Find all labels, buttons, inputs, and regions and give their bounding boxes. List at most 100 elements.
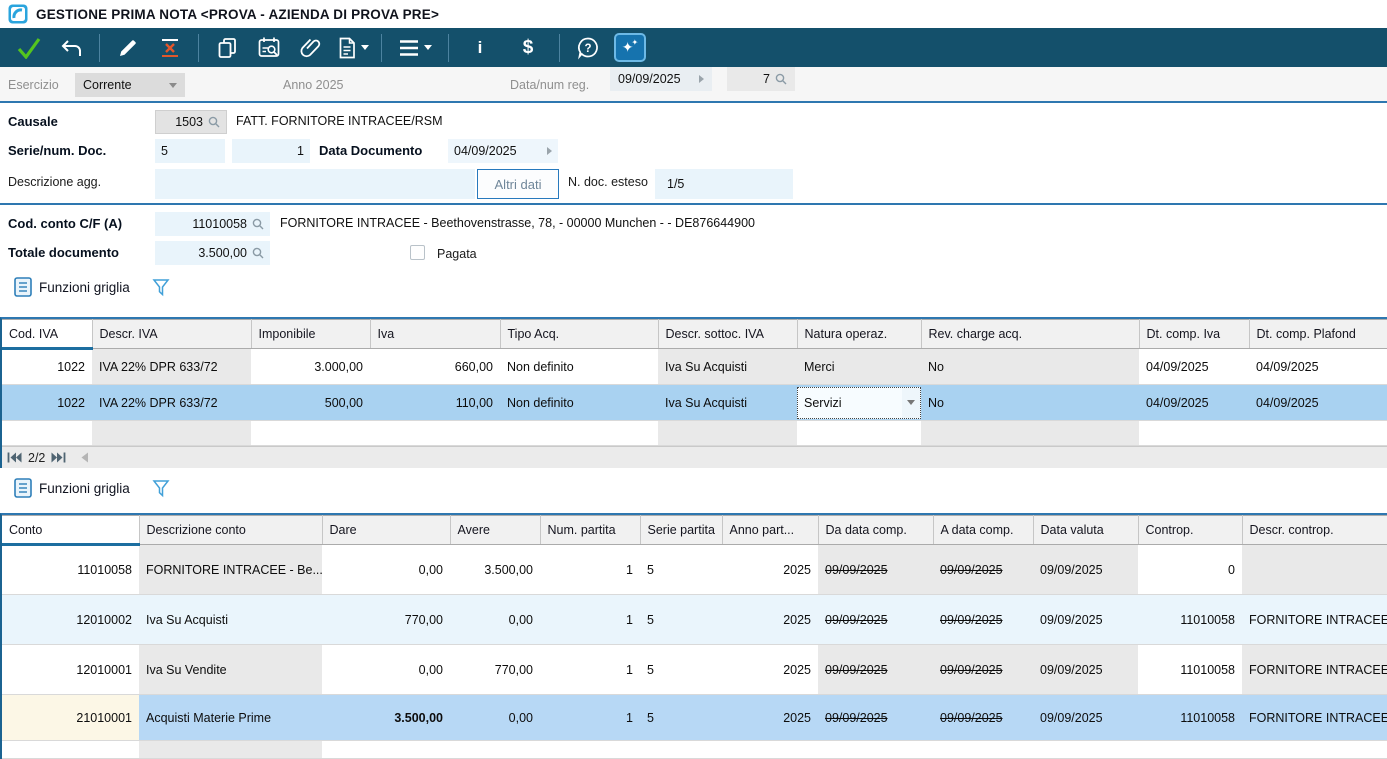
cell-empty[interactable] [139,740,322,759]
table-row[interactable]: 12010001 Iva Su Vendite 0,00 770,00 1 5 … [2,644,1387,695]
last-page-icon[interactable] [51,452,66,463]
cell-controp[interactable]: 11010058 [1138,644,1242,695]
cell-descrizione-conto[interactable]: Iva Su Vendite [139,644,322,695]
cell-imponibile[interactable]: 3.000,00 [251,348,370,385]
cell-descr-controp[interactable] [1242,544,1387,595]
cell-data-valuta[interactable]: 09/09/2025 [1033,544,1138,595]
menu-button[interactable] [389,32,441,64]
pagata-checkbox[interactable] [410,245,425,260]
altri-dati-button[interactable]: Altri dati [477,169,559,199]
grid-functions-icon[interactable] [14,277,32,297]
filter-funnel-icon[interactable] [152,278,170,297]
cell-conto[interactable]: 21010001 [2,694,139,741]
scroll-left-icon[interactable] [80,452,89,463]
help-button[interactable]: ? [567,32,609,64]
column-header-data-valuta[interactable]: Data valuta [1033,515,1139,545]
cell-da-data-comp[interactable]: 09/09/2025 [818,544,933,595]
cell-descr-iva[interactable]: IVA 22% DPR 633/72 [92,348,251,385]
column-header-dt-comp-plafond[interactable]: Dt. comp. Plafond [1249,319,1387,349]
cell-empty[interactable] [1242,740,1387,759]
cell-empty[interactable] [1033,740,1138,759]
cell-descrizione-conto[interactable]: Acquisti Materie Prime [139,694,322,741]
cell-descrizione-conto[interactable]: Iva Su Acquisti [139,594,322,645]
grid-functions-icon[interactable] [14,478,32,498]
cell-a-data-comp[interactable]: 09/09/2025 [933,594,1033,645]
cell-empty[interactable] [921,420,1139,446]
cell-avere[interactable]: 0,00 [450,594,540,645]
table-row-empty[interactable] [2,420,1387,446]
cell-a-data-comp[interactable]: 09/09/2025 [933,644,1033,695]
cell-empty[interactable] [450,740,540,759]
column-header-imponibile[interactable]: Imponibile [251,319,371,349]
confirm-button[interactable] [8,32,50,64]
info-button[interactable]: i [456,32,504,64]
cell-anno-partita[interactable]: 2025 [722,544,818,595]
table-row-empty[interactable] [2,740,1387,759]
cell-avere[interactable]: 0,00 [450,694,540,741]
cell-a-data-comp[interactable]: 09/09/2025 [933,544,1033,595]
cell-dt-comp-iva[interactable]: 04/09/2025 [1139,348,1249,385]
assistant-button[interactable]: ✦ ✦ [609,32,651,64]
column-header-rev-charge-acq[interactable]: Rev. charge acq. [921,319,1140,349]
totale-documento-field[interactable]: 3.500,00 [155,241,270,265]
column-header-natura-operaz[interactable]: Natura operaz. [797,319,922,349]
column-header-avere[interactable]: Avere [450,515,541,545]
delete-button[interactable] [149,32,191,64]
column-header-dt-comp-iva[interactable]: Dt. comp. Iva [1139,319,1250,349]
undo-button[interactable] [50,32,92,64]
cell-empty[interactable] [797,420,921,446]
cell-anno-partita[interactable]: 2025 [722,594,818,645]
column-header-conto[interactable]: Conto [2,515,140,546]
cell-num-partita[interactable]: 1 [540,544,640,595]
cell-descr-iva[interactable]: IVA 22% DPR 633/72 [92,384,251,421]
currency-button[interactable]: $ [504,32,552,64]
cell-serie-partita[interactable]: 5 [640,694,722,741]
column-header-iva[interactable]: Iva [370,319,501,349]
cell-dare[interactable]: 0,00 [322,544,450,595]
column-header-tipo-acq[interactable]: Tipo Acq. [500,319,659,349]
cell-empty[interactable] [933,740,1033,759]
cell-da-data-comp[interactable]: 09/09/2025 [818,644,933,695]
cell-dare[interactable]: 3.500,00 [322,694,450,741]
cell-dt-comp-plafond[interactable]: 04/09/2025 [1249,384,1387,421]
copy-button[interactable] [206,32,248,64]
cell-data-valuta[interactable]: 09/09/2025 [1033,694,1138,741]
cell-empty[interactable] [640,740,722,759]
cell-empty[interactable] [370,420,500,446]
cell-serie-partita[interactable]: 5 [640,544,722,595]
cell-data-valuta[interactable]: 09/09/2025 [1033,594,1138,645]
cell-anno-partita[interactable]: 2025 [722,694,818,741]
cell-avere[interactable]: 770,00 [450,644,540,695]
cell-descr-sottoc[interactable]: Iva Su Acquisti [658,348,797,385]
cell-iva[interactable]: 660,00 [370,348,500,385]
cell-descr-sottoc[interactable]: Iva Su Acquisti [658,384,797,421]
table-row-selected[interactable]: 1022 IVA 22% DPR 633/72 500,00 110,00 No… [2,384,1387,421]
column-header-anno-partita[interactable]: Anno part... [722,515,819,545]
data-documento-field[interactable]: 04/09/2025 [448,139,558,163]
cell-empty[interactable] [2,420,92,446]
cell-empty[interactable] [1138,740,1242,759]
column-header-descr-controp[interactable]: Descr. controp. [1242,515,1387,545]
column-header-cod-iva[interactable]: Cod. IVA [2,319,93,350]
num-doc-field[interactable]: 1 [232,139,310,163]
funzioni-griglia-label[interactable]: Funzioni griglia [39,279,130,295]
cell-serie-partita[interactable]: 5 [640,644,722,695]
cell-empty[interactable] [818,740,933,759]
column-header-descr-sottoc-iva[interactable]: Descr. sottoc. IVA [658,319,798,349]
cell-tipo-acq[interactable]: Non definito [500,348,658,385]
column-header-serie-partita[interactable]: Serie partita [640,515,723,545]
table-row-selected[interactable]: 21010001 Acquisti Materie Prime 3.500,00… [2,694,1387,741]
natura-operaz-combobox[interactable]: Servizi [797,386,921,419]
cell-num-partita[interactable]: 1 [540,644,640,695]
table-row[interactable]: 11010058 FORNITORE INTRACEE - Be... 0,00… [2,544,1387,595]
cod-conto-field[interactable]: 11010058 [155,212,270,236]
cell-num-partita[interactable]: 1 [540,594,640,645]
cell-dare[interactable]: 770,00 [322,594,450,645]
cell-cod-iva[interactable]: 1022 [2,384,92,421]
cell-empty[interactable] [722,740,818,759]
cell-cod-iva[interactable]: 1022 [2,348,92,385]
data-reg-field[interactable]: 09/09/2025 [610,67,712,91]
cell-empty[interactable] [322,740,450,759]
cell-da-data-comp[interactable]: 09/09/2025 [818,694,933,741]
cell-serie-partita[interactable]: 5 [640,594,722,645]
